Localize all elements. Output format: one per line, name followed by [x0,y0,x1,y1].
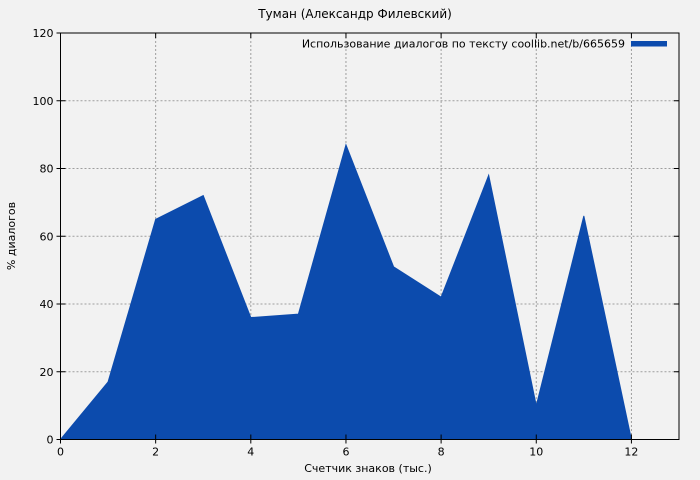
series-layer [59,143,633,440]
y-tick-label: 100 [33,95,54,108]
legend: Использование диалогов по тексту coollib… [302,38,667,51]
x-axis-label: Счетчик знаков (тыс.) [304,462,432,475]
x-tick-label: 12 [624,446,638,459]
legend-swatch [631,41,667,47]
chart-title: Туман (Александр Филевский) [257,7,452,21]
x-tick-label: 0 [57,446,64,459]
y-tick-label: 120 [33,27,54,40]
x-tick-label: 10 [529,446,543,459]
y-tick-label: 40 [40,298,54,311]
y-tick-label: 60 [40,230,54,243]
x-tick-label: 2 [152,446,159,459]
y-tick-label: 80 [40,163,54,176]
y-tick-label: 0 [47,434,54,447]
legend-label: Использование диалогов по тексту coollib… [302,38,625,51]
x-tick-label: 4 [247,446,254,459]
x-tick-label: 8 [438,446,445,459]
y-axis-label: % диалогов [5,202,18,270]
x-tick-label: 6 [342,446,349,459]
y-tick-label: 20 [40,366,54,379]
area-series [59,143,633,440]
tick-layer [56,32,679,444]
